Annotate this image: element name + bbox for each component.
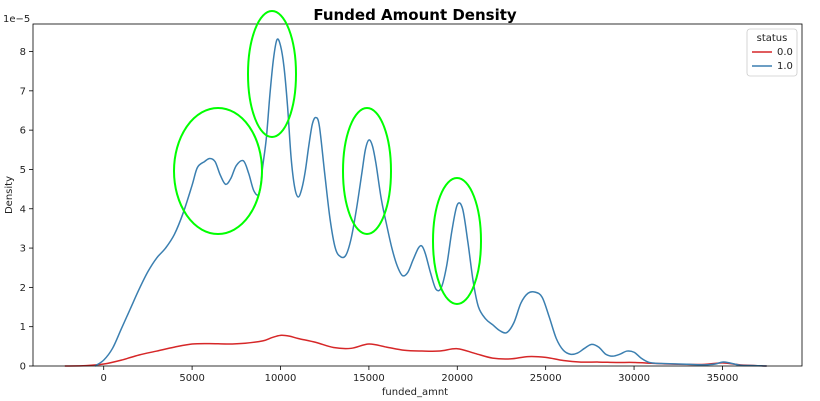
- y-scale-label: 1e−5: [3, 14, 30, 25]
- legend-title: status: [757, 33, 788, 44]
- y-tick-label: 6: [20, 126, 26, 137]
- series-line-0: [64, 334, 767, 367]
- y-tick-label: 5: [20, 165, 26, 176]
- y-tick-label: 1: [20, 322, 26, 333]
- plot-content: [64, 38, 767, 367]
- y-tick-label: 7: [20, 86, 26, 97]
- y-tick-label: 0: [20, 362, 26, 373]
- plot-frame: [32, 23, 803, 367]
- annotation-circle-peak-10000: [247, 10, 297, 138]
- x-axis-label: funded_amnt: [382, 387, 448, 398]
- y-axis-ticks: 0 1 2 3 4 5 6 7 8: [20, 47, 33, 373]
- y-tick-label: 3: [20, 244, 26, 255]
- x-axis-ticks: 0 5000 10000 15000 20000 25000 30000 35000: [101, 366, 739, 384]
- x-tick-label: 20000: [441, 373, 473, 384]
- x-tick-label: 5000: [179, 373, 204, 384]
- legend-label-series-0: 0.0: [777, 47, 793, 58]
- legend-label-series-1: 1.0: [777, 61, 793, 72]
- x-tick-label: 15000: [353, 373, 385, 384]
- annotation-layer: [173, 10, 482, 305]
- y-tick-label: 8: [20, 47, 26, 58]
- x-tick-label: 10000: [265, 373, 297, 384]
- annotation-circle-peak-15000: [342, 107, 392, 235]
- series-line-1: [94, 38, 767, 367]
- legend: status 0.0 1.0: [746, 28, 798, 77]
- chart-title: Funded Amount Density: [313, 6, 517, 24]
- x-tick-label: 0: [101, 373, 107, 384]
- x-tick-label: 35000: [707, 373, 739, 384]
- y-tick-label: 2: [20, 283, 26, 294]
- y-tick-label: 4: [20, 204, 26, 215]
- x-tick-label: 25000: [530, 373, 562, 384]
- annotation-circle-peak-5000: [173, 107, 263, 235]
- y-axis-label: Density: [4, 176, 15, 214]
- annotation-circle-peak-20000: [432, 177, 482, 305]
- x-tick-label: 30000: [618, 373, 650, 384]
